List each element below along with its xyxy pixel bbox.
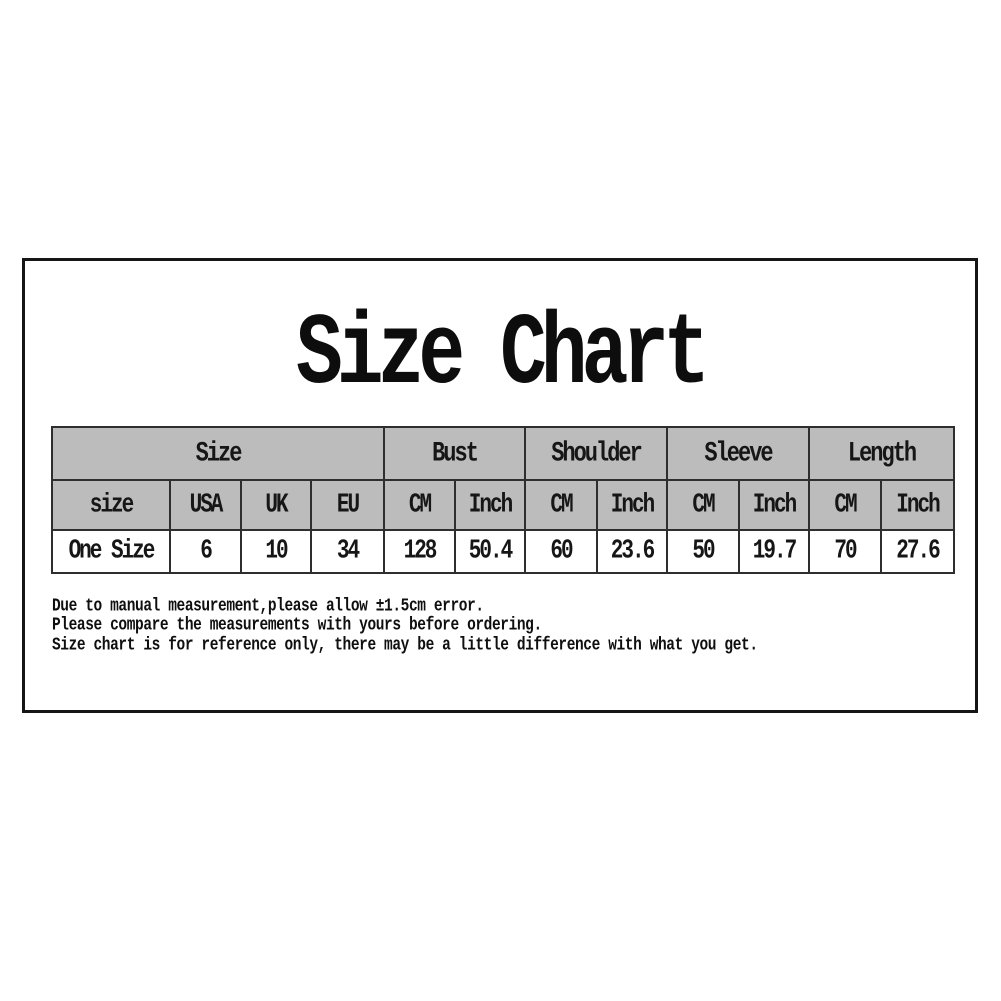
header-length-inch: Inch <box>880 479 955 531</box>
note-compare-measurements: Please compare the measurements with you… <box>52 616 758 637</box>
header-uk: UK <box>240 479 312 531</box>
header-uk-label: UK <box>265 490 288 520</box>
cell-shoulder-inch-value: 23.6 <box>610 536 655 567</box>
sub-header-row: size USA UK EU CM Inch CM Inch CM Inch C… <box>51 479 955 531</box>
cell-sleeve-cm: 50 <box>666 529 740 574</box>
size-table: Size Bust Shoulder Sleeve Length size US… <box>51 426 955 574</box>
cell-usa: 6 <box>169 529 242 574</box>
cell-bust-inch-value: 50.4 <box>468 536 513 567</box>
header-length-cm-label: CM <box>834 490 857 520</box>
cell-size-value: One Size <box>68 536 156 567</box>
notes: Due to manual measurement,please allow ±… <box>52 596 758 656</box>
group-bust: Bust <box>383 426 526 481</box>
cell-uk-value: 10 <box>265 536 288 567</box>
cell-length-inch-value: 27.6 <box>896 536 940 567</box>
header-length-cm: CM <box>808 479 882 531</box>
group-sleeve-label: Sleeve <box>704 437 773 470</box>
cell-bust-cm: 128 <box>383 529 456 574</box>
header-shoulder-inch-label: Inch <box>610 490 655 520</box>
table-row: One Size 6 10 34 128 50.4 60 23.6 50 19.… <box>51 529 955 574</box>
page-title: Size Chart <box>295 299 710 414</box>
note-measurement-error: Due to manual measurement,please allow ±… <box>52 596 758 617</box>
note-compare-measurements-text: Please compare the measurements with you… <box>52 616 542 637</box>
cell-eu: 34 <box>310 529 385 574</box>
cell-size: One Size <box>51 529 171 574</box>
header-sleeve-inch: Inch <box>738 479 810 531</box>
group-size-label: Size <box>195 437 243 470</box>
group-length: Length <box>808 426 955 481</box>
note-reference-only: Size chart is for reference only, there … <box>52 635 758 656</box>
header-shoulder-cm-label: CM <box>550 490 573 520</box>
group-sleeve: Sleeve <box>666 426 810 481</box>
note-measurement-error-text: Due to manual measurement,please allow ±… <box>52 596 484 617</box>
group-header-row: Size Bust Shoulder Sleeve Length <box>51 426 955 481</box>
header-bust-inch: Inch <box>454 479 526 531</box>
header-bust-inch-label: Inch <box>468 490 513 520</box>
group-length-label: Length <box>847 437 917 470</box>
group-shoulder-label: Shoulder <box>551 437 643 470</box>
header-usa-label: USA <box>189 490 224 520</box>
header-usa: USA <box>169 479 242 531</box>
cell-length-cm: 70 <box>808 529 882 574</box>
header-bust-cm: CM <box>383 479 456 531</box>
header-sleeve-cm: CM <box>666 479 740 531</box>
header-sleeve-cm-label: CM <box>692 490 715 520</box>
header-eu: EU <box>310 479 385 531</box>
cell-usa-value: 6 <box>200 536 213 567</box>
note-reference-only-text: Size chart is for reference only, there … <box>52 635 758 656</box>
cell-shoulder-cm: 60 <box>524 529 598 574</box>
header-bust-cm-label: CM <box>408 490 432 520</box>
cell-sleeve-inch: 19.7 <box>738 529 810 574</box>
group-shoulder: Shoulder <box>524 426 668 481</box>
header-shoulder-cm: CM <box>524 479 598 531</box>
group-bust-label: Bust <box>432 437 479 470</box>
header-eu-label: EU <box>336 490 360 520</box>
cell-eu-value: 34 <box>336 536 360 567</box>
header-length-inch-label: Inch <box>896 490 940 520</box>
cell-uk: 10 <box>240 529 312 574</box>
cell-shoulder-inch: 23.6 <box>596 529 668 574</box>
header-size: size <box>51 479 171 531</box>
header-shoulder-inch: Inch <box>596 479 668 531</box>
cell-length-inch: 27.6 <box>880 529 955 574</box>
cell-shoulder-cm-value: 60 <box>550 536 573 567</box>
cell-bust-inch: 50.4 <box>454 529 526 574</box>
size-chart-panel: Size Chart Size Bust Shoulder Sleeve Len… <box>22 258 978 713</box>
cell-length-cm-value: 70 <box>834 536 857 567</box>
cell-bust-cm-value: 128 <box>403 536 438 567</box>
header-sleeve-inch-label: Inch <box>752 490 797 520</box>
cell-sleeve-cm-value: 50 <box>692 536 715 567</box>
group-size: Size <box>51 426 385 481</box>
cell-sleeve-inch-value: 19.7 <box>752 536 797 567</box>
header-size-label: size <box>89 490 134 520</box>
